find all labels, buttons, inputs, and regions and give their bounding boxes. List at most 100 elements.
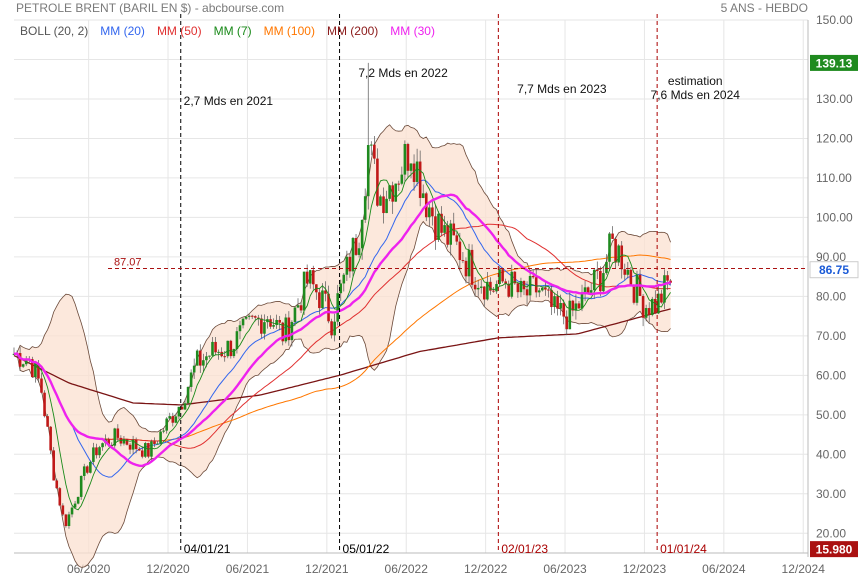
candle-body [657, 293, 660, 314]
candle-body [370, 144, 373, 146]
candle-body [192, 365, 196, 373]
bollinger-upper-line [13, 124, 671, 433]
candle-body [437, 213, 440, 240]
candle-body [342, 274, 346, 284]
candle-body [666, 275, 669, 281]
candle-body [140, 450, 144, 457]
annotation-text: 7,7 Mds en 2023 [517, 82, 607, 96]
candle-body [428, 207, 431, 218]
candle-body [73, 503, 77, 508]
x-tick-label: 06/2022 [385, 562, 429, 576]
ma-50-line [13, 223, 671, 449]
candle-body [195, 350, 199, 366]
candle-body [205, 356, 208, 361]
candle-body [31, 359, 34, 378]
ma-30-line [13, 193, 671, 468]
legend-entry: MM (100) [264, 24, 315, 38]
candle-body [324, 290, 327, 294]
candle-body [544, 287, 547, 290]
candle-body [299, 305, 303, 311]
candle-body [660, 293, 663, 303]
candle-body [281, 322, 285, 342]
x-tick-label: 12/2023 [623, 562, 667, 576]
candle-body [198, 350, 202, 366]
chart-title: PETROLE BRENT (BARIL EN $) - abcbourse.c… [16, 1, 285, 15]
candle-body [134, 439, 138, 450]
candles [12, 62, 672, 529]
candle-body [336, 293, 340, 322]
candle-body [626, 269, 630, 275]
candle-body [177, 406, 181, 417]
candle-body [168, 416, 172, 419]
ma-7-line [13, 168, 671, 511]
candle-body [501, 269, 504, 282]
candle-body [55, 480, 59, 489]
candle-body [171, 416, 175, 423]
candle-body [357, 248, 361, 255]
candle-body [232, 349, 236, 357]
candle-body [12, 353, 16, 355]
y-tick-label: 150.00 [816, 13, 853, 27]
candle-body [40, 378, 43, 393]
bollinger-lower-line [13, 220, 671, 568]
candle-body [147, 443, 150, 457]
candle-body [290, 321, 294, 341]
annotation-text: 7,2 Mds en 2022 [358, 66, 448, 80]
candle-body [470, 249, 474, 285]
year-separator-label: 04/01/21 [184, 542, 231, 556]
candle-body [150, 441, 153, 457]
x-tick-label: 12/2024 [782, 562, 826, 576]
candle-body [241, 318, 245, 326]
candle-body [431, 207, 434, 217]
y-tick-label: 90.00 [816, 250, 846, 264]
candle-body [382, 196, 385, 214]
candle-body [623, 269, 627, 275]
candle-body [137, 449, 141, 451]
x-tick-label: 12/2021 [305, 562, 349, 576]
candle-body [510, 271, 514, 297]
candle-body [498, 269, 501, 285]
candle-body [458, 241, 462, 261]
candle-body [592, 269, 596, 291]
candle-body [64, 514, 68, 527]
candle-body [635, 274, 639, 303]
bollinger-band-area [14, 124, 671, 568]
x-tick-label: 12/2022 [464, 562, 508, 576]
price-marker-box [810, 54, 858, 71]
candle-body [519, 280, 523, 293]
candle-body [449, 223, 452, 245]
candle-body [440, 213, 443, 233]
candle-body [269, 319, 272, 327]
candle-body [608, 233, 611, 262]
candle-body [373, 144, 376, 159]
candle-body [24, 359, 28, 365]
candle-body [388, 185, 391, 199]
candle-body [272, 325, 275, 327]
chart-period: 5 ANS - HEBDO [720, 1, 808, 15]
candle-body [663, 275, 666, 303]
legend-entry: MM (7) [214, 24, 252, 38]
candle-body [525, 289, 529, 296]
candle-body [144, 443, 147, 457]
candle-body [641, 295, 645, 318]
candle-body [571, 300, 575, 311]
candle-body [308, 270, 312, 284]
candle-body [400, 174, 404, 184]
candle-body [131, 439, 135, 450]
candle-body [559, 303, 562, 309]
candle-body [541, 287, 544, 291]
candle-body [531, 275, 535, 278]
candle-body [385, 198, 388, 214]
candle-body [34, 363, 37, 378]
annotation-text: estimation [668, 74, 723, 88]
candle-body [461, 260, 465, 262]
candle-body [70, 507, 74, 515]
candle-body [61, 505, 65, 515]
candle-body [586, 287, 590, 293]
candle-body [556, 296, 559, 309]
year-separator-label: 02/01/23 [501, 542, 548, 556]
legend-entry: MM (30) [390, 24, 435, 38]
candle-body [354, 238, 358, 255]
candle-body [351, 238, 355, 272]
